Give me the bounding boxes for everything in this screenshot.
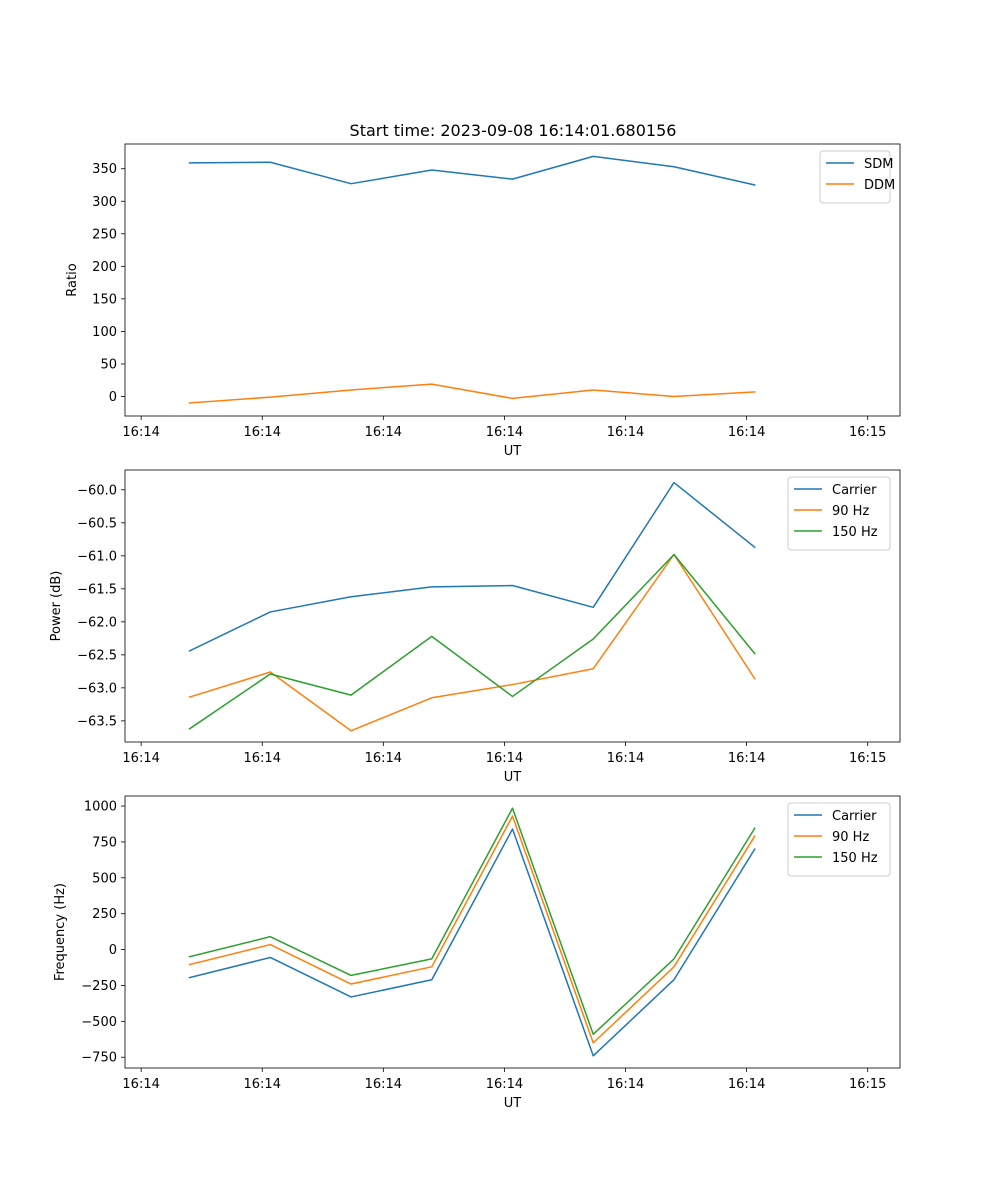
x-tick-label: 16:14 [486, 425, 523, 440]
x-tick-label: 16:14 [244, 751, 281, 766]
y-tick-label: −500 [81, 1015, 117, 1030]
y-tick-label: −63.0 [77, 681, 117, 696]
legend-label: Carrier [832, 483, 877, 498]
x-tick-label: 16:14 [486, 751, 523, 766]
y-tick-label: 0 [109, 390, 117, 405]
y-axis-label: Power (dB) [49, 571, 64, 642]
series-line-ddm [188, 383, 756, 404]
axes-frame [124, 469, 901, 743]
y-axis-label: Ratio [65, 263, 80, 296]
chart-panel-3: 16:14 16:14 16:14 16:14 16:14 16:14 16:15 −750 −… [53, 795, 901, 1111]
series-line-sdm [188, 155, 756, 186]
x-tick-label: 16:14 [365, 425, 402, 440]
axes-frame [124, 143, 901, 417]
y-tick-label: −750 [81, 1051, 117, 1066]
legend-label: 90 Hz [832, 504, 869, 519]
x-tick-label: 16:15 [849, 425, 886, 440]
x-tick-label: 16:14 [365, 751, 402, 766]
x-tick-label: 16:14 [728, 751, 765, 766]
x-tick-label: 16:14 [365, 1077, 402, 1092]
legend-label: DDM [864, 178, 895, 193]
x-axis-label: UT [504, 770, 522, 785]
y-tick-label: 350 [92, 162, 117, 177]
figure-title: Start time: 2023-09-08 16:14:01.680156 [350, 121, 677, 140]
y-tick-label: −61.0 [77, 549, 117, 564]
y-tick-label: 1000 [84, 800, 117, 815]
y-axis-label: Frequency (Hz) [53, 883, 68, 981]
y-tick-label: 300 [92, 195, 117, 210]
series-line-90-hz [188, 815, 756, 1044]
axes-frame [124, 795, 901, 1069]
y-tick-label: 250 [92, 227, 117, 242]
y-tick-label: 250 [92, 907, 117, 922]
series-line-150-hz [188, 553, 756, 730]
legend: Carrier 90 Hz 150 Hz [787, 802, 891, 877]
x-tick-label: 16:14 [486, 1077, 523, 1092]
x-tick-label: 16:14 [728, 425, 765, 440]
legend-label: 150 Hz [832, 851, 878, 866]
y-tick-label: 150 [92, 292, 117, 307]
y-tick-label: 200 [92, 260, 117, 275]
y-tick-label: 50 [100, 357, 117, 372]
y-tick-label: −61.5 [77, 582, 117, 597]
x-tick-label: 16:14 [607, 425, 644, 440]
x-tick-label: 16:14 [122, 425, 159, 440]
chart-panel-1: 16:14 16:14 16:14 16:14 16:14 16:14 16:15 0 50 10… [65, 143, 901, 459]
y-tick-label: −62.0 [77, 615, 117, 630]
x-tick-label: 16:14 [607, 751, 644, 766]
y-tick-label: 100 [92, 325, 117, 340]
y-tick-label: 0 [109, 943, 117, 958]
series-line-carrier [188, 481, 756, 652]
series-line-150-hz [188, 807, 756, 1036]
y-tick-label: 500 [92, 871, 117, 886]
x-tick-label: 16:14 [607, 1077, 644, 1092]
y-tick-label: −62.5 [77, 648, 117, 663]
x-tick-label: 16:15 [849, 1077, 886, 1092]
x-tick-label: 16:14 [244, 425, 281, 440]
y-tick-label: −250 [81, 979, 117, 994]
y-tick-label: −63.5 [77, 714, 117, 729]
legend: SDM DDM [819, 150, 895, 204]
y-tick-label: −60.5 [77, 516, 117, 531]
series-line-carrier [188, 828, 756, 1057]
x-tick-label: 16:14 [728, 1077, 765, 1092]
y-tick-label: −60.0 [77, 483, 117, 498]
x-tick-label: 16:14 [244, 1077, 281, 1092]
x-axis-label: UT [504, 444, 522, 459]
chart-panel-2: 16:14 16:14 16:14 16:14 16:14 16:14 16:15 −63.5… [49, 469, 901, 785]
legend-label: Carrier [832, 809, 877, 824]
x-tick-label: 16:15 [849, 751, 886, 766]
x-tick-label: 16:14 [122, 1077, 159, 1092]
x-axis-label: UT [504, 1096, 522, 1111]
legend-box [819, 150, 891, 204]
y-tick-label: 750 [92, 835, 117, 850]
x-tick-label: 16:14 [122, 751, 159, 766]
legend: Carrier 90 Hz 150 Hz [787, 476, 891, 551]
legend-label: 150 Hz [832, 525, 878, 540]
legend-label: 90 Hz [832, 830, 869, 845]
legend-label: SDM [864, 157, 893, 172]
series-line-90-hz [188, 553, 756, 732]
